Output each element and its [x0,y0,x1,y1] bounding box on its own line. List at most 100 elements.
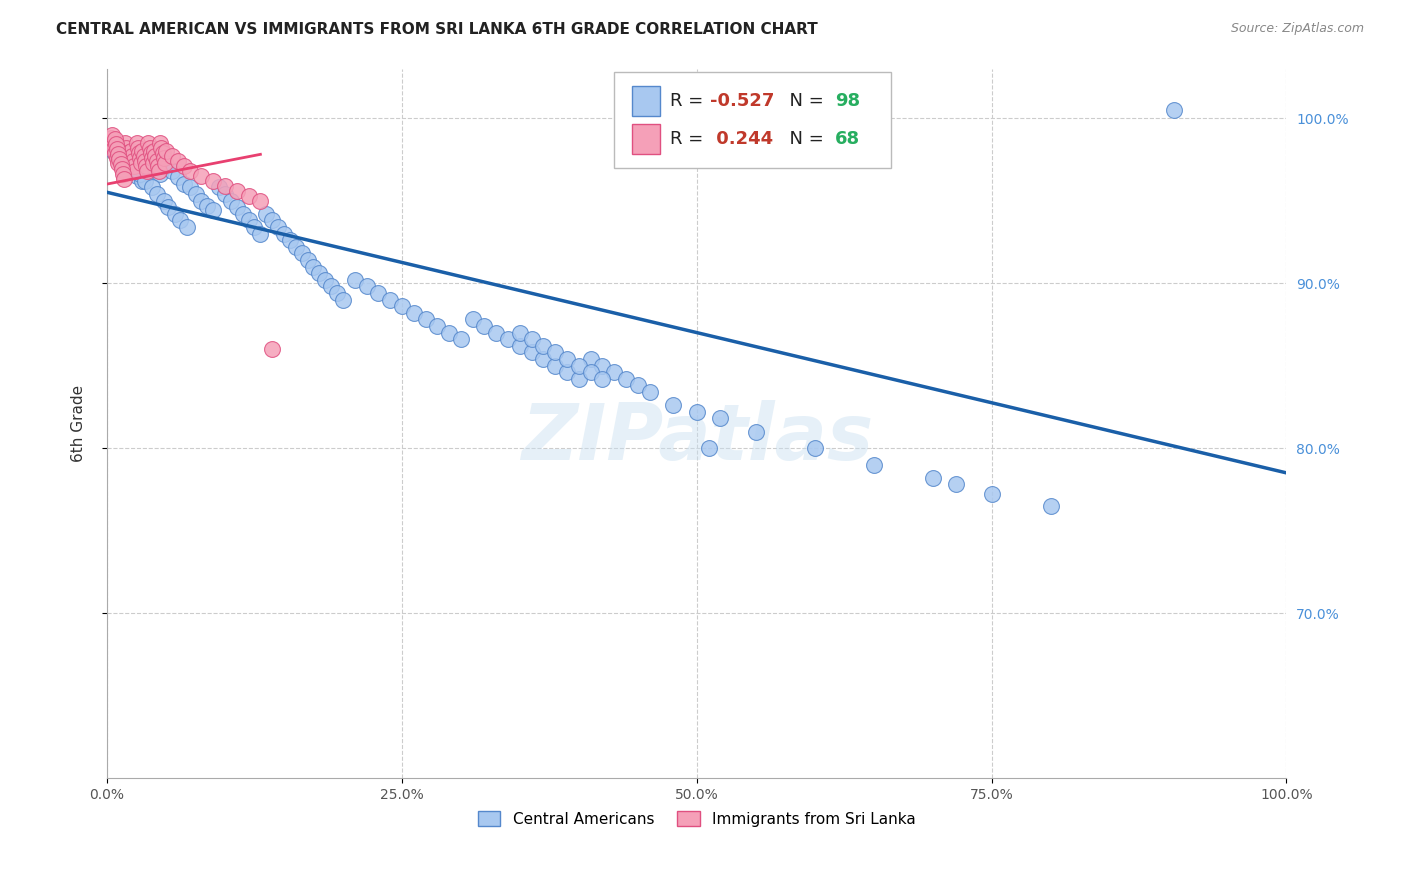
Point [697,441,720,455]
Point [591,372,613,386]
Point [1163,103,1185,117]
Point [115,141,138,155]
Point [308,266,330,280]
Point [238,213,260,227]
Point [101,128,124,142]
Point [638,384,661,399]
Point [146,159,169,173]
Point [103,141,125,155]
Point [124,164,146,178]
Point [214,178,236,193]
Point [114,157,136,171]
Point [145,153,167,168]
Point [149,167,172,181]
Text: 68: 68 [835,129,860,148]
Point [153,155,176,169]
Point [143,144,166,158]
Point [100,131,122,145]
Point [138,147,160,161]
Point [485,326,508,340]
Point [114,136,136,150]
Point [105,151,128,165]
Point [110,147,132,161]
Point [112,172,135,186]
Point [129,167,152,181]
Point [591,359,613,373]
Point [291,246,314,260]
Point [112,164,135,178]
Point [1039,499,1062,513]
Text: N =: N = [778,92,830,111]
Point [120,164,142,178]
Point [118,155,141,169]
Point [391,299,413,313]
Point [509,339,531,353]
Point [142,155,165,169]
Point [202,174,225,188]
Point [225,184,247,198]
Point [108,144,131,158]
Point [378,293,401,307]
Point [150,141,173,155]
Point [104,137,127,152]
Point [225,200,247,214]
Point [238,188,260,202]
Point [132,149,155,163]
Point [314,273,336,287]
Point [219,194,242,208]
Point [108,149,131,163]
Point [461,312,484,326]
Point [152,194,174,208]
Point [332,293,354,307]
Point [579,365,602,379]
Point [544,359,567,373]
Point [101,144,124,158]
Text: 98: 98 [835,92,860,111]
Point [496,332,519,346]
Point [284,240,307,254]
Point [509,326,531,340]
Point [110,153,132,168]
Point [105,142,128,156]
Point [579,351,602,366]
Text: ZIPatlas: ZIPatlas [520,400,873,475]
Point [129,155,152,169]
Point [662,398,685,412]
Point [326,285,349,300]
Point [111,162,134,177]
Point [214,186,236,201]
Point [157,200,180,214]
Text: N =: N = [778,129,830,148]
Point [195,198,218,212]
Point [152,151,174,165]
Point [141,151,163,165]
Point [107,147,129,161]
Point [169,213,191,227]
Point [520,345,543,359]
Point [627,378,650,392]
Point [104,132,127,146]
Point [254,207,277,221]
Point [402,306,425,320]
Point [232,207,254,221]
Point [945,477,967,491]
Point [111,159,134,173]
Point [107,155,129,169]
Point [138,141,160,155]
Point [262,213,284,227]
Point [135,159,157,173]
Text: R =: R = [669,129,709,148]
Point [267,219,290,234]
Point [136,164,159,178]
Point [165,207,187,221]
Point [145,186,167,201]
Legend: Central Americans, Immigrants from Sri Lanka: Central Americans, Immigrants from Sri L… [470,803,924,834]
Point [117,153,139,168]
Point [117,151,139,165]
Point [127,141,149,155]
Point [128,145,150,160]
Point [555,365,578,379]
Point [166,170,188,185]
Point [115,145,138,160]
Point [122,153,145,168]
